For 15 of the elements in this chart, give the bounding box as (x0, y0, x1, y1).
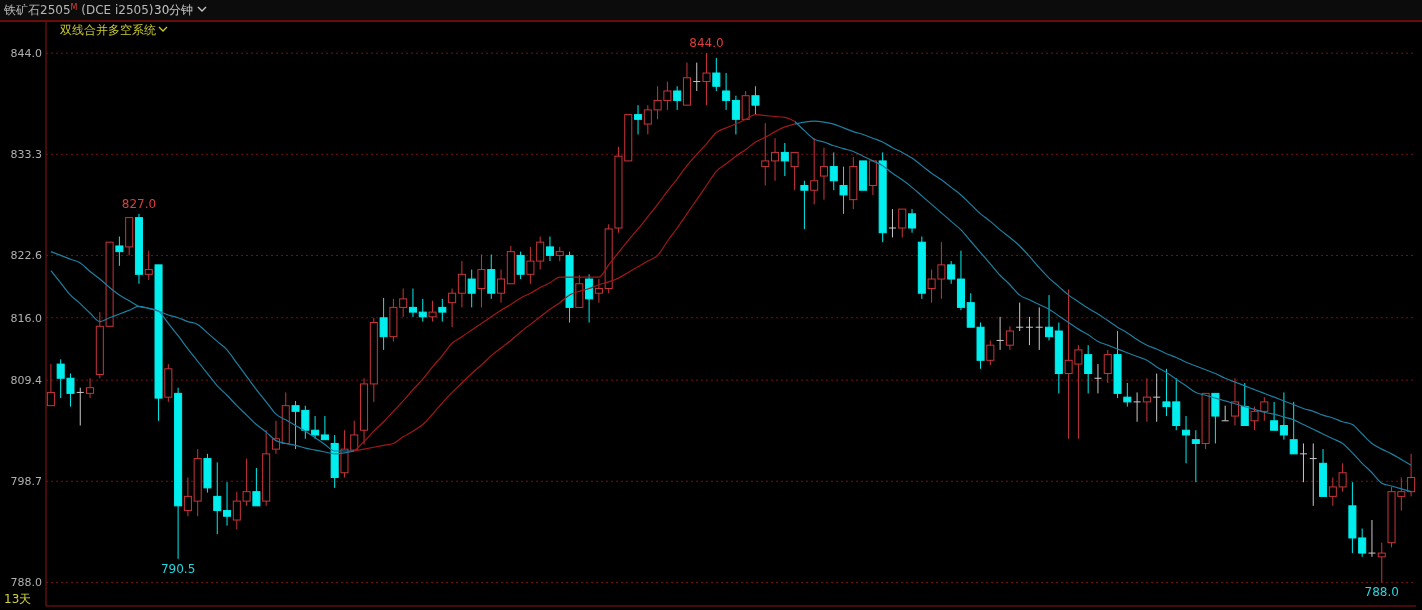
chart-title: 铁矿石2505$^{M}$ (DCE i2505) (3, 2, 154, 17)
y-tick-label: 809.4 (10, 374, 42, 387)
y-tick-label: 788.0 (10, 576, 42, 590)
y-tick-label: 816.0 (10, 311, 42, 325)
annotation: 788.0 (1364, 585, 1399, 600)
y-tick-label: 833.3 (10, 148, 42, 162)
text: 13天 (4, 592, 32, 606)
chart-subtitle: 30分钟 (154, 3, 194, 17)
y-tick-label: 798.7 (10, 475, 42, 489)
annotation: 827.0 (121, 196, 157, 211)
y-tick-label: 822.6 (10, 249, 42, 263)
annotation: 双线合并多空系统 (60, 23, 156, 37)
annotation: 790.5 (160, 561, 196, 576)
y-tick-label: 844.0 (10, 47, 42, 61)
annotation: 844.0 (689, 36, 724, 51)
